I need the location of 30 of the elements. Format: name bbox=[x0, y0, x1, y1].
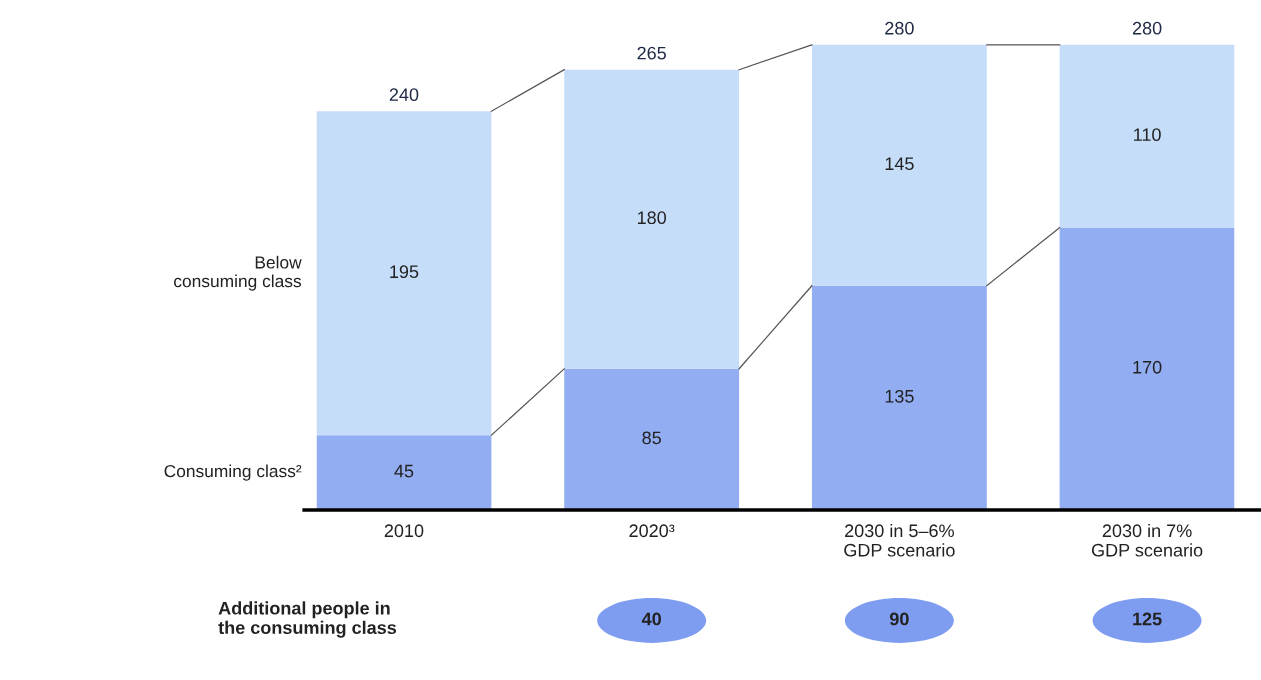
data-label: 45 bbox=[394, 464, 414, 478]
data-label: 195 bbox=[390, 265, 419, 279]
series-label: Consuming class² bbox=[164, 464, 302, 481]
data-label: 110 bbox=[1134, 128, 1161, 142]
series-label: Below consuming class bbox=[174, 255, 302, 291]
total-label: 280 bbox=[885, 21, 914, 35]
x-tick-label: 2030 in 7% GDP scenario bbox=[1091, 523, 1203, 557]
bar bbox=[564, 69, 740, 369]
bar bbox=[564, 368, 740, 510]
x-tick-label: 2020³ bbox=[629, 524, 675, 538]
data-label: 180 bbox=[637, 211, 667, 225]
bar bbox=[316, 435, 492, 510]
text: Additional people in the consuming class bbox=[218, 601, 397, 638]
total-label: 240 bbox=[389, 88, 419, 102]
bar bbox=[1059, 227, 1235, 510]
x-tick-label: 2030 in 5–6% GDP scenario bbox=[844, 523, 955, 557]
text: 125 bbox=[1133, 612, 1162, 626]
bar bbox=[811, 44, 987, 286]
data-label: 170 bbox=[1133, 360, 1162, 374]
data-label: 85 bbox=[642, 431, 661, 445]
total-label: 280 bbox=[1132, 21, 1162, 35]
bar bbox=[316, 111, 492, 436]
text: 90 bbox=[889, 612, 909, 626]
text: 40 bbox=[641, 612, 661, 626]
total-label: 265 bbox=[637, 46, 666, 60]
x-tick-label: 2010 bbox=[384, 524, 424, 538]
bar bbox=[811, 285, 987, 510]
bar bbox=[1059, 44, 1235, 228]
data-label: 145 bbox=[885, 157, 914, 171]
data-label: 135 bbox=[885, 389, 914, 403]
